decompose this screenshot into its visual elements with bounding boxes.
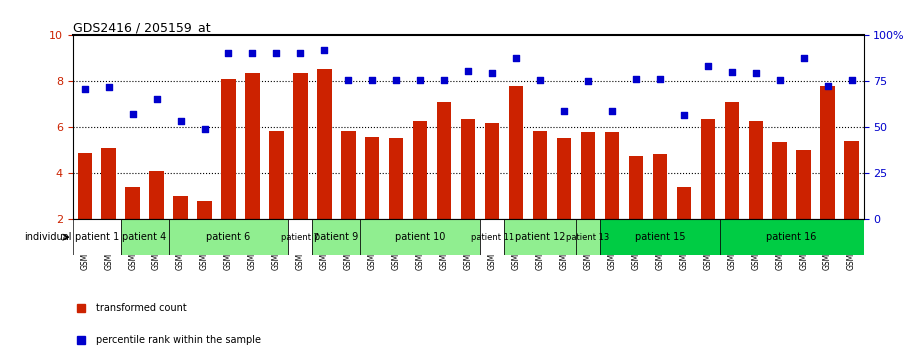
Text: individual: individual: [24, 232, 72, 242]
Bar: [221, 79, 235, 219]
Bar: [197, 201, 212, 219]
Point: [844, 78, 859, 83]
Point: [796, 56, 811, 61]
Bar: [149, 171, 164, 219]
Point: [484, 70, 499, 76]
Point: [317, 47, 332, 53]
Bar: [341, 131, 355, 219]
FancyBboxPatch shape: [73, 219, 121, 255]
Point: [533, 78, 547, 83]
Bar: [174, 196, 188, 219]
Bar: [844, 141, 859, 219]
Text: patient 11: patient 11: [471, 233, 514, 242]
Point: [221, 50, 235, 56]
Point: [820, 83, 834, 89]
Text: patient 7: patient 7: [282, 233, 319, 242]
Bar: [676, 187, 691, 219]
Point: [773, 78, 787, 83]
FancyBboxPatch shape: [576, 219, 600, 255]
Bar: [437, 102, 452, 219]
Point: [174, 118, 188, 124]
FancyBboxPatch shape: [288, 219, 313, 255]
FancyBboxPatch shape: [720, 219, 864, 255]
Text: patient 6: patient 6: [206, 232, 251, 242]
Point: [245, 50, 260, 56]
Bar: [533, 131, 547, 219]
Bar: [294, 73, 307, 219]
Bar: [413, 120, 427, 219]
Point: [197, 126, 212, 131]
Point: [149, 96, 164, 102]
Text: patient 10: patient 10: [395, 232, 445, 242]
Point: [701, 64, 715, 69]
Text: patient 9: patient 9: [315, 232, 358, 242]
FancyBboxPatch shape: [600, 219, 720, 255]
Text: GDS2416 / 205159_at: GDS2416 / 205159_at: [73, 21, 210, 34]
FancyBboxPatch shape: [360, 219, 480, 255]
Bar: [317, 69, 332, 219]
Point: [293, 50, 307, 56]
Bar: [269, 131, 284, 219]
Bar: [102, 148, 115, 219]
Bar: [796, 150, 811, 219]
Point: [413, 78, 427, 83]
Text: patient 12: patient 12: [514, 232, 565, 242]
Bar: [748, 120, 763, 219]
Bar: [389, 138, 404, 219]
Point: [676, 112, 691, 118]
FancyBboxPatch shape: [504, 219, 576, 255]
Point: [461, 68, 475, 74]
Text: patient 13: patient 13: [566, 233, 610, 242]
Point: [629, 76, 644, 82]
Bar: [509, 86, 524, 219]
Point: [125, 111, 140, 116]
Point: [724, 69, 739, 75]
Bar: [821, 86, 834, 219]
Point: [653, 76, 667, 82]
Text: transformed count: transformed count: [96, 303, 187, 313]
Bar: [365, 137, 379, 219]
Bar: [629, 156, 643, 219]
FancyBboxPatch shape: [168, 219, 288, 255]
Point: [604, 108, 619, 114]
Bar: [604, 132, 619, 219]
Text: percentile rank within the sample: percentile rank within the sample: [96, 335, 262, 345]
Bar: [245, 73, 260, 219]
FancyBboxPatch shape: [480, 219, 504, 255]
Text: patient 16: patient 16: [766, 232, 817, 242]
Bar: [557, 138, 571, 219]
Point: [556, 108, 571, 114]
Bar: [581, 132, 595, 219]
Point: [389, 78, 404, 83]
Bar: [461, 119, 475, 219]
Point: [77, 87, 92, 92]
Bar: [77, 153, 92, 219]
Bar: [773, 142, 787, 219]
Point: [365, 78, 380, 83]
Text: patient 4: patient 4: [123, 232, 166, 242]
Point: [581, 79, 595, 84]
Point: [102, 84, 116, 90]
Point: [437, 78, 452, 83]
Text: patient 15: patient 15: [634, 232, 685, 242]
Bar: [484, 123, 499, 219]
Bar: [701, 119, 715, 219]
Text: patient 1: patient 1: [75, 232, 119, 242]
Point: [341, 78, 355, 83]
Point: [269, 50, 284, 56]
Bar: [724, 102, 739, 219]
Bar: [125, 187, 140, 219]
Point: [509, 56, 524, 61]
FancyBboxPatch shape: [313, 219, 360, 255]
FancyBboxPatch shape: [121, 219, 168, 255]
Bar: [653, 154, 667, 219]
Point: [748, 70, 763, 76]
